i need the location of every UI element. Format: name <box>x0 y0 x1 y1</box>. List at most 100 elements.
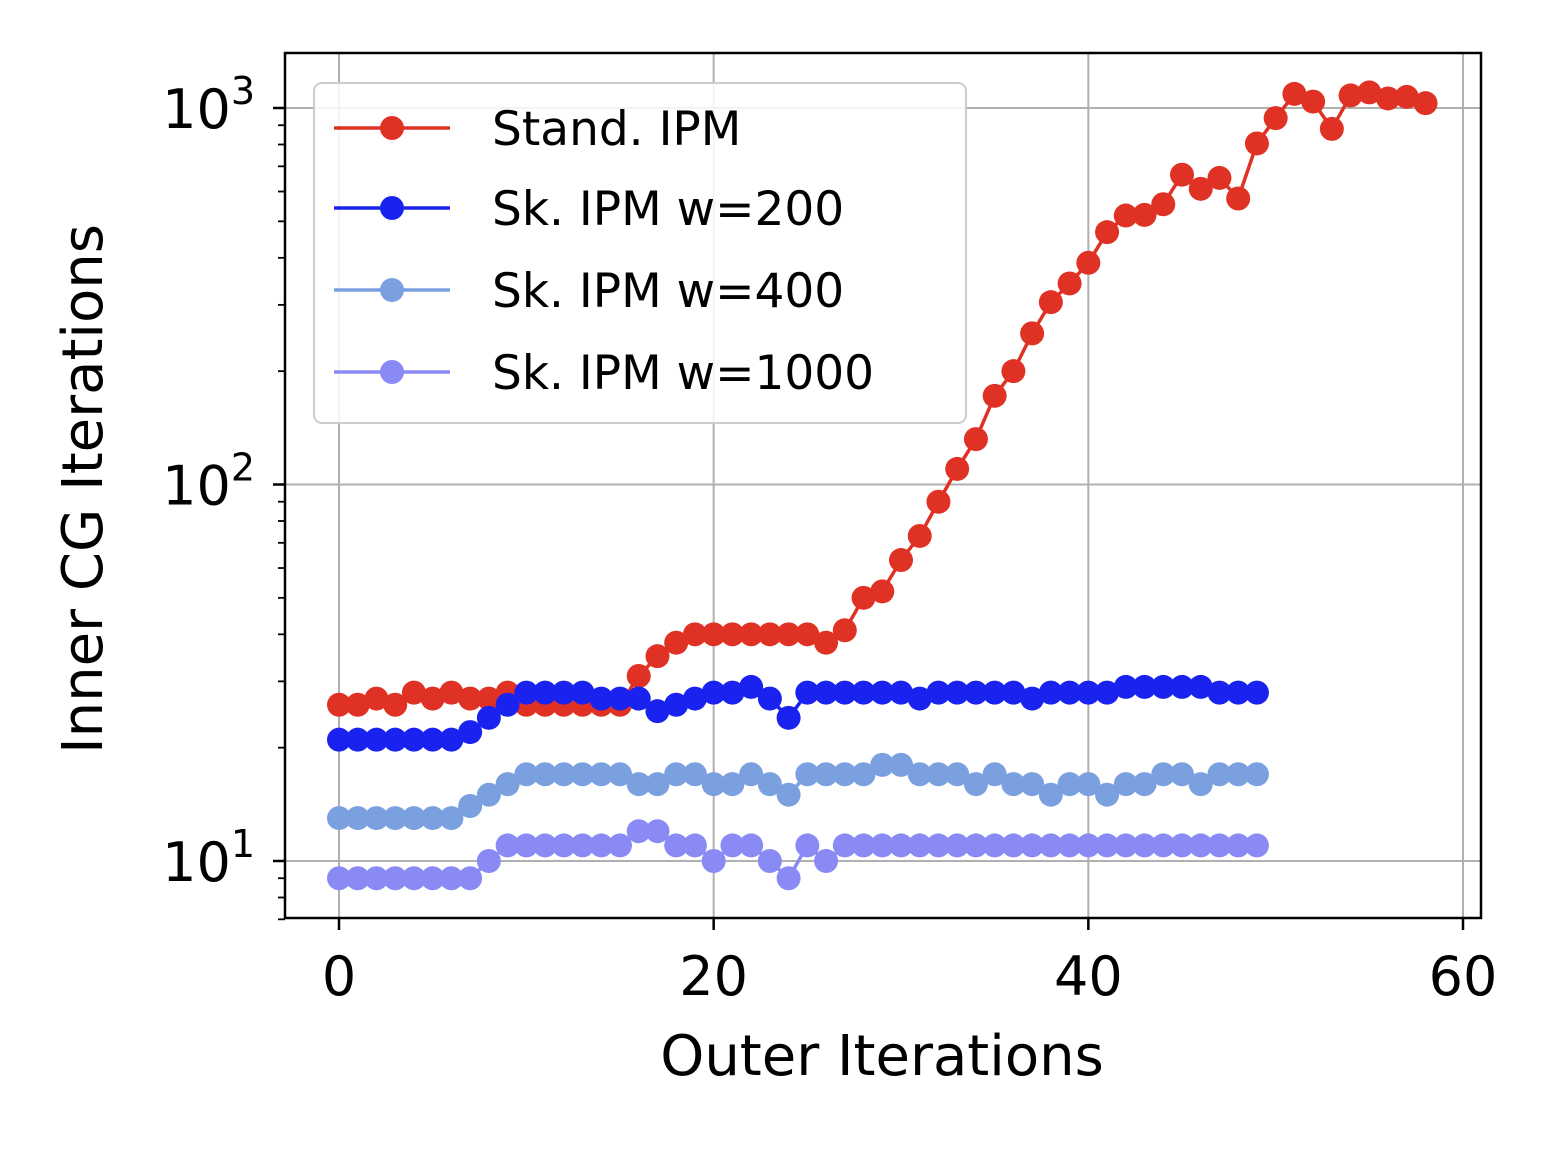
data-point <box>1001 772 1026 797</box>
data-point <box>645 699 670 724</box>
data-point <box>551 762 576 787</box>
data-point <box>626 686 651 711</box>
data-point <box>889 833 913 858</box>
data-point <box>401 866 426 891</box>
data-point <box>458 866 483 891</box>
data-point <box>1244 131 1269 156</box>
data-point <box>645 819 670 844</box>
data-point <box>476 782 501 807</box>
data-point <box>514 762 539 787</box>
data-point <box>1132 833 1157 858</box>
data-point <box>420 727 445 752</box>
data-point <box>720 622 745 647</box>
data-point <box>420 866 445 891</box>
data-point <box>401 727 426 752</box>
data-point <box>495 833 520 858</box>
x-tick-label: 0 <box>322 945 356 1008</box>
data-point <box>626 819 651 844</box>
data-point <box>570 833 595 858</box>
data-point <box>1188 772 1213 797</box>
data-point <box>1151 762 1176 787</box>
data-point <box>1170 674 1194 699</box>
data-point <box>439 680 464 705</box>
data-point <box>1001 680 1026 705</box>
data-point <box>926 489 951 514</box>
data-point <box>682 762 707 787</box>
data-point <box>1057 680 1082 705</box>
data-point <box>1282 81 1307 106</box>
data-point <box>682 622 707 647</box>
data-point <box>963 772 988 797</box>
legend-label: Sk. IPM w=1000 <box>492 346 874 401</box>
data-point <box>1038 290 1063 315</box>
legend-entry-sk-ipm-w400: Sk. IPM w=400 <box>334 264 844 319</box>
data-point <box>1226 186 1251 211</box>
data-point <box>814 849 839 873</box>
data-point <box>439 806 464 831</box>
data-point <box>851 585 876 610</box>
data-point <box>1151 192 1176 217</box>
data-point <box>682 686 707 711</box>
legend-marker <box>380 278 404 302</box>
data-point <box>364 727 389 752</box>
data-point <box>757 622 782 647</box>
data-point <box>1357 80 1382 105</box>
data-point <box>383 692 408 717</box>
data-point <box>1132 202 1157 227</box>
data-point <box>420 686 445 711</box>
data-point <box>1319 116 1344 141</box>
data-point <box>720 833 745 858</box>
ticks: 0 20 40 60 101 102 103 <box>162 69 1497 1008</box>
data-point <box>458 686 483 711</box>
data-point <box>1113 772 1138 797</box>
data-point <box>514 833 539 858</box>
data-point <box>383 727 408 752</box>
data-point <box>1076 680 1101 705</box>
legend-entry-sk-ipm-w200: Sk. IPM w=200 <box>334 182 844 237</box>
data-point <box>963 833 988 858</box>
data-point <box>664 692 689 717</box>
data-point <box>533 833 558 858</box>
data-point <box>570 680 595 705</box>
data-point <box>1244 680 1269 705</box>
data-point <box>1170 833 1194 858</box>
legend-marker <box>380 196 404 220</box>
data-point <box>383 806 408 831</box>
data-point <box>1095 833 1120 858</box>
data-point <box>795 833 820 858</box>
data-point <box>870 579 895 604</box>
data-point <box>814 630 839 655</box>
data-point <box>401 806 426 831</box>
legend-frame <box>313 82 967 424</box>
data-point <box>1113 203 1138 228</box>
legend-marker <box>380 116 404 140</box>
legend-label: Sk. IPM w=200 <box>492 182 844 237</box>
data-point <box>1188 674 1213 699</box>
data-point <box>757 849 782 873</box>
data-point <box>1244 762 1269 787</box>
data-point <box>1001 833 1026 858</box>
y-tick-label: 103 <box>162 69 255 141</box>
series-3 <box>327 819 1269 891</box>
data-point <box>963 680 988 705</box>
data-point <box>645 772 670 797</box>
data-point <box>795 622 820 647</box>
data-point <box>1376 86 1401 111</box>
data-point <box>720 680 745 705</box>
data-point <box>1151 833 1176 858</box>
data-point <box>364 806 389 831</box>
data-point <box>1244 833 1269 858</box>
data-point <box>327 692 351 717</box>
data-point <box>701 849 726 873</box>
data-point <box>757 772 782 797</box>
data-point <box>608 686 632 711</box>
data-point <box>945 680 970 705</box>
data-point <box>458 793 483 818</box>
legend-entry-stand-ipm: Stand. IPM <box>334 102 741 157</box>
data-point <box>1188 176 1213 201</box>
data-point <box>626 772 651 797</box>
data-point <box>982 762 1007 787</box>
data-point <box>776 622 801 647</box>
data-point <box>589 833 614 858</box>
data-point <box>1020 321 1045 346</box>
